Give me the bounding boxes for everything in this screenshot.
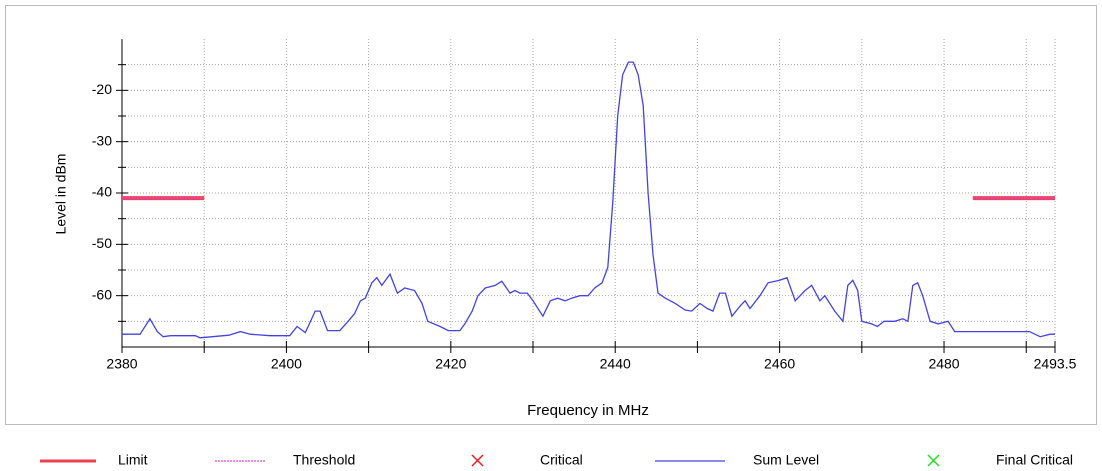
x-axis-label: Frequency in MHz (527, 402, 649, 419)
y-tick-label: -20 (92, 81, 112, 97)
chart-frame (5, 5, 1097, 425)
x-tick-label: 2493.5 (1034, 356, 1077, 372)
legend-label: Threshold (293, 452, 355, 468)
y-axis-label: Level in dBm (53, 154, 69, 235)
series-line (122, 61, 1055, 339)
x-tick-label: 2480 (928, 356, 959, 372)
y-tick-label: -30 (92, 132, 112, 148)
legend-label: Limit (118, 452, 148, 468)
legend-label: Critical (540, 452, 583, 468)
y-tick-label: -60 (92, 286, 112, 302)
legend-label: Final Critical (996, 452, 1073, 468)
x-tick-label: 2420 (435, 356, 466, 372)
y-tick-label: -50 (92, 235, 112, 251)
x-tick-label: 2440 (600, 356, 631, 372)
x-tick-label: 2380 (106, 356, 137, 372)
x-tick-label: 2460 (764, 356, 795, 372)
x-tick-label: 2400 (271, 356, 302, 372)
legend-marker (927, 454, 940, 467)
y-tick-label: -40 (92, 184, 112, 200)
legend-label: Sum Level (753, 452, 819, 468)
legend-marker (471, 454, 484, 467)
